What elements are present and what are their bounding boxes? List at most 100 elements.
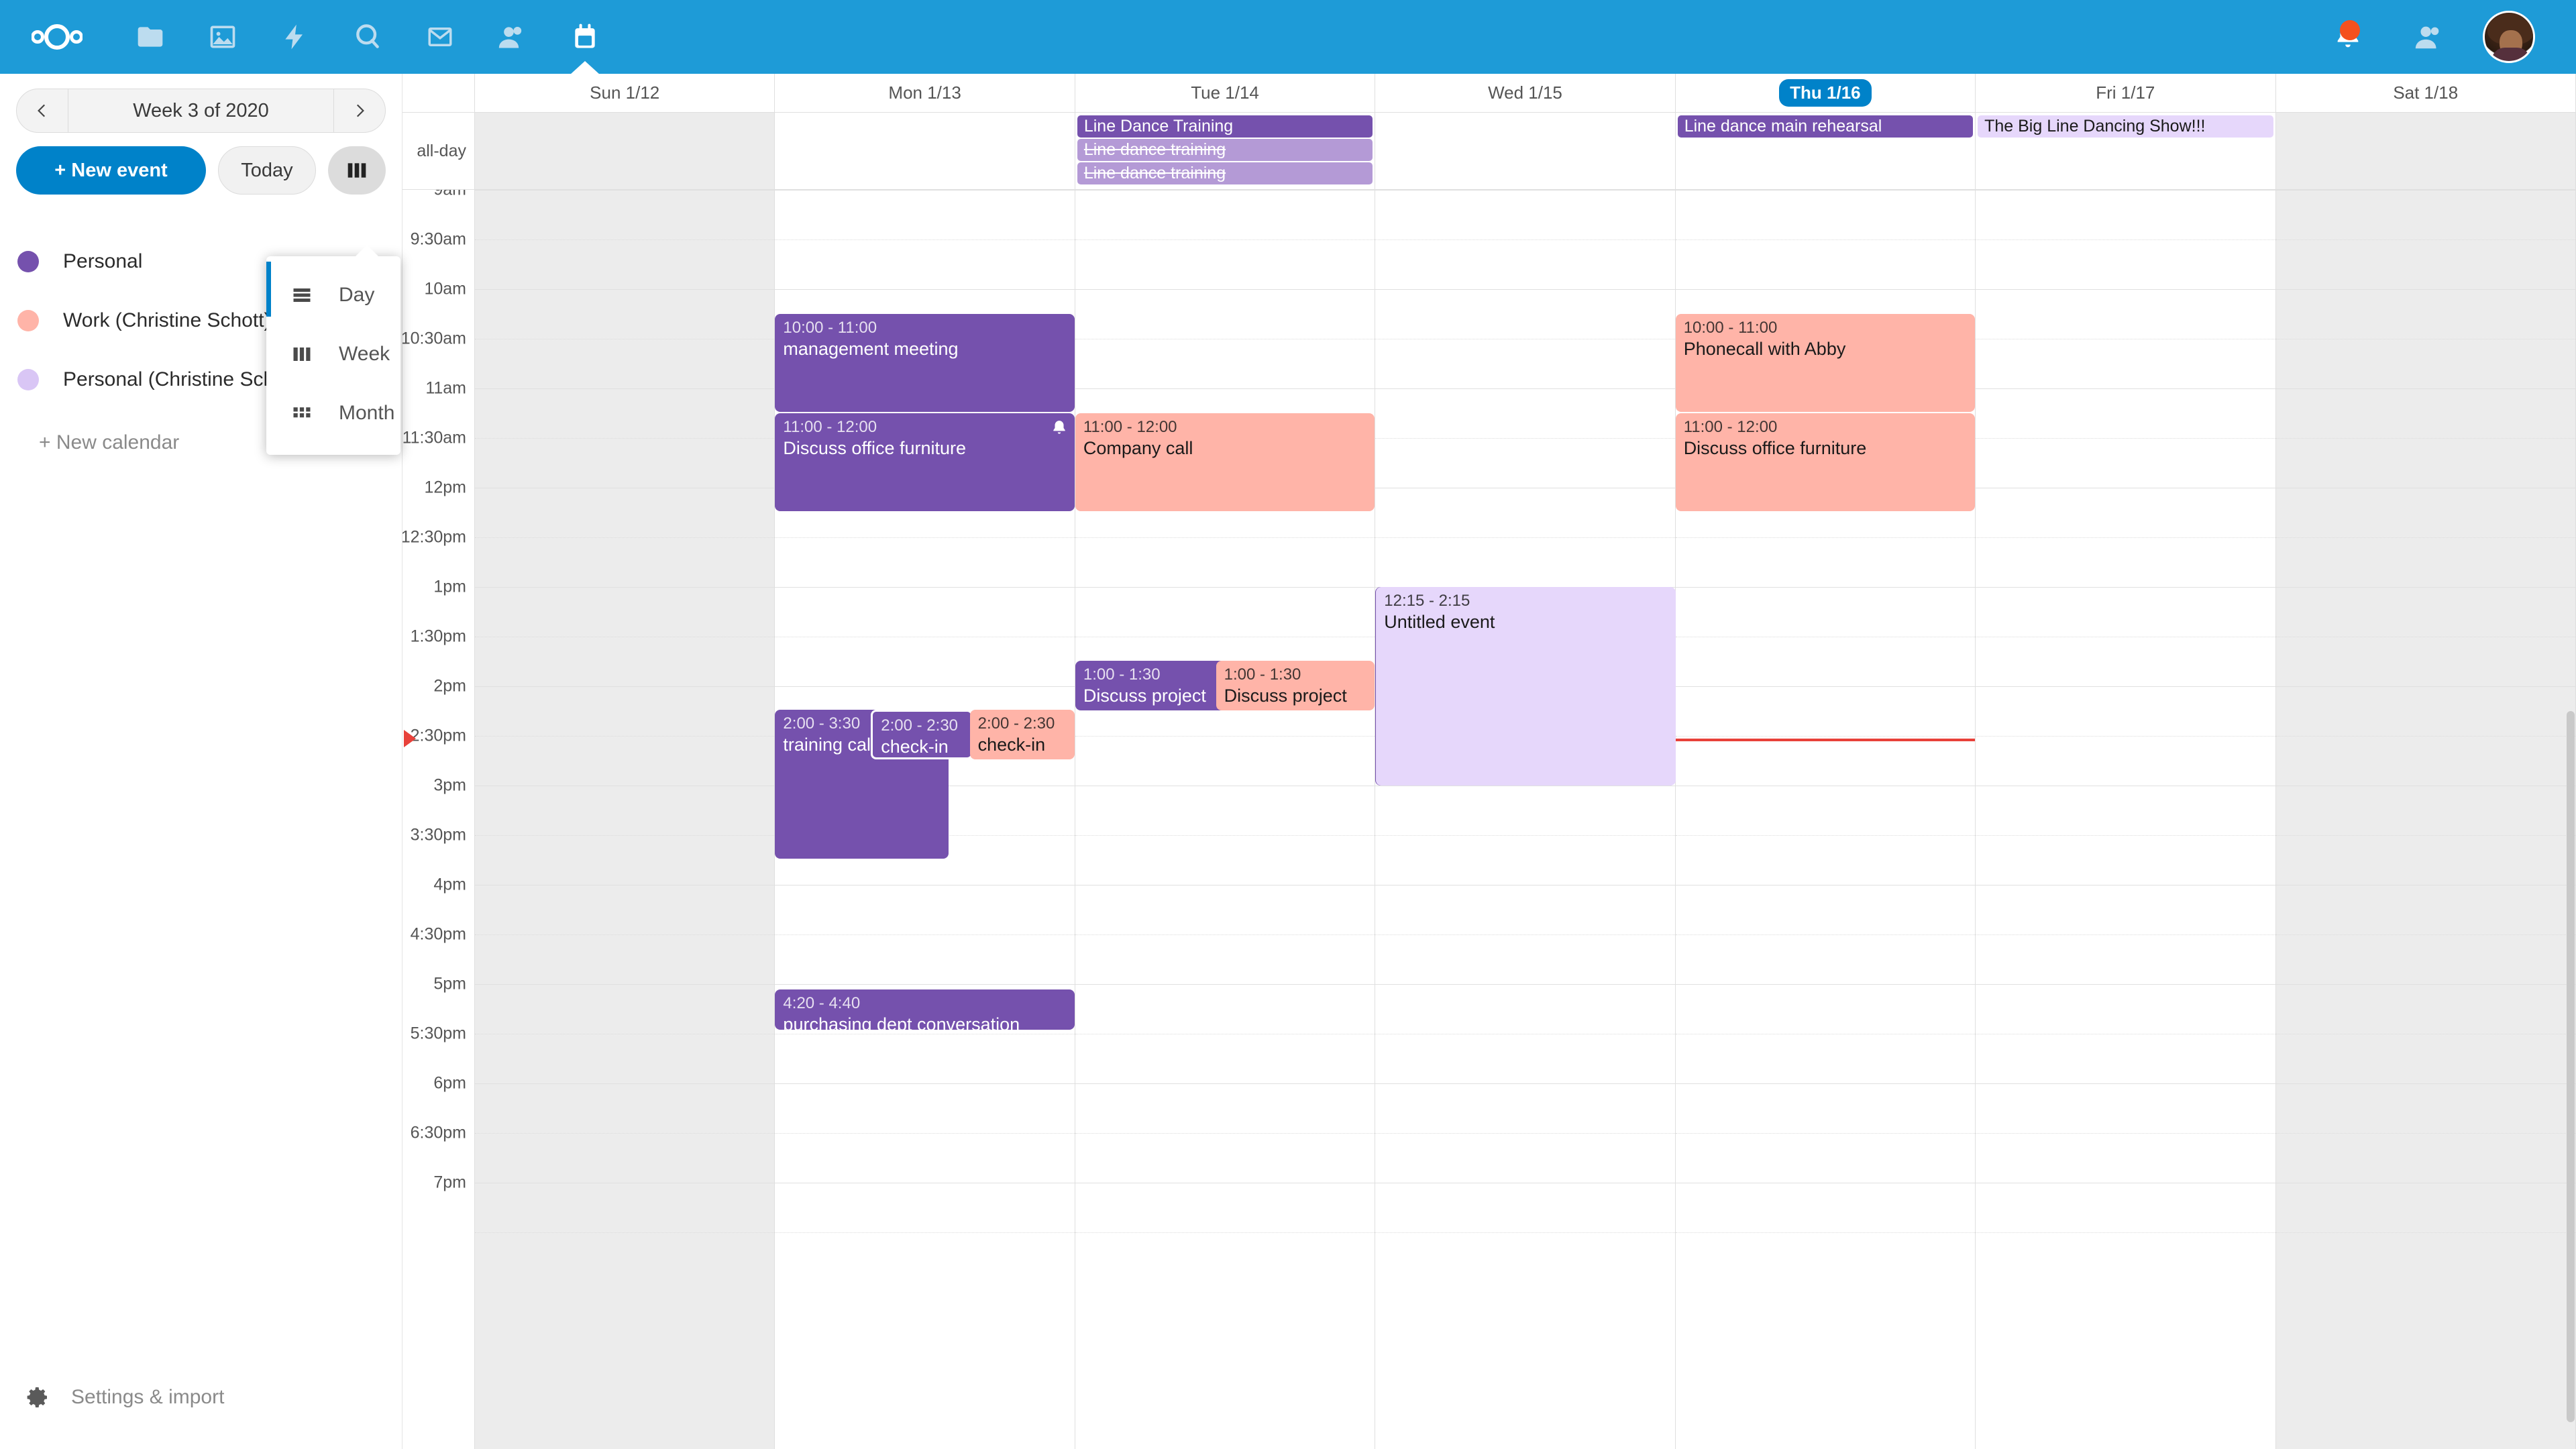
event-time: 1:00 - 1:30 [1083, 665, 1161, 684]
view-switcher-button[interactable] [328, 146, 386, 195]
time-label: 12:30pm [402, 527, 466, 547]
grid-line [475, 686, 775, 687]
grid-line [1375, 388, 1675, 389]
calendar-event[interactable]: 10:00 - 11:00 management meeting [775, 314, 1075, 412]
all-day-column-1[interactable] [775, 113, 1075, 189]
all-day-column-0[interactable] [475, 113, 775, 189]
grid-line [2275, 537, 2575, 538]
day-column-4[interactable]: 12:15 - 2:15 Untitled event 10:00 - 11:00 P… [1376, 190, 1976, 1449]
all-day-column-6[interactable] [2275, 113, 2576, 189]
all-day-event[interactable]: Line Dance Training [1077, 115, 1373, 138]
grid-line [475, 190, 775, 191]
view-menu-item-day[interactable]: Day [266, 266, 400, 325]
calendar-event[interactable]: 11:00 - 12:00 Discuss office furniture [1675, 413, 1976, 511]
grid-line [2275, 1232, 2575, 1233]
day-header-1[interactable]: Mon 1/13 [775, 74, 1075, 112]
calendar-app: Week 3 of 2020 + New event Today Persona… [0, 74, 2576, 1449]
calendar-item-work[interactable]: Work (Christine Schott) [0, 291, 402, 350]
grid-line [475, 537, 775, 538]
calendar-item-personal[interactable]: Personal [0, 232, 402, 291]
all-day-column-5[interactable]: The Big Line Dancing Show!!! [1976, 113, 2276, 189]
event-title: check-in [977, 735, 1046, 755]
grid-line [1075, 587, 1375, 588]
grid-line [1675, 984, 1976, 985]
day-column-2[interactable]: 11:00 - 12:00 Company call 1:00 - 1:30 Disc… [1075, 190, 1376, 1449]
activity-icon[interactable] [259, 0, 331, 74]
grid-line [1675, 686, 1976, 687]
contacts-menu-button[interactable] [2388, 0, 2469, 74]
calendar-event[interactable]: 11:00 - 12:00 Company call [1075, 413, 1375, 511]
contacts-icon[interactable] [476, 0, 549, 74]
grid-line [1976, 1133, 2275, 1134]
day-header-0[interactable]: Sun 1/12 [475, 74, 775, 112]
view-day-icon [290, 285, 313, 305]
time-label: 2:30pm [410, 726, 466, 745]
new-event-button[interactable]: + New event [16, 146, 206, 195]
all-day-event[interactable]: Line dance training [1077, 139, 1373, 161]
grid-line [1075, 289, 1375, 290]
search-icon[interactable] [331, 0, 404, 74]
grid-line [475, 388, 775, 389]
day-column-5[interactable] [1976, 190, 2276, 1449]
all-day-event[interactable]: Line dance training [1077, 162, 1373, 184]
calendar-event[interactable]: 2:00 - 2:30 check-in [871, 710, 973, 759]
grid-line [1675, 1133, 1976, 1134]
calendar-event[interactable]: 4:20 - 4:40 purchasing dept conversation [775, 989, 1075, 1030]
menu-selection-accent [266, 262, 271, 317]
calendar-event[interactable]: 2:00 - 2:30 check-in [969, 710, 1075, 759]
all-day-column-2[interactable]: Line Dance Training Line dance training Li… [1075, 113, 1376, 189]
view-menu-item-month[interactable]: Month [266, 384, 400, 443]
day-column-3[interactable]: 12:15 - 2:15 Untitled event [1375, 190, 1676, 1449]
date-navigation: Week 3 of 2020 [16, 89, 386, 133]
all-day-column-4[interactable]: Line dance main rehearsal [1676, 113, 1976, 189]
view-month-icon [290, 403, 313, 423]
next-week-button[interactable] [334, 89, 385, 132]
calendar-icon[interactable] [549, 0, 621, 74]
photos-icon[interactable] [186, 0, 259, 74]
calendar-event[interactable]: 11:00 - 12:00 Discuss office furniture [775, 413, 1075, 511]
day-header-4[interactable]: Thu 1/16 [1676, 74, 1976, 112]
mail-icon[interactable] [404, 0, 476, 74]
time-label: 4pm [433, 875, 466, 894]
settings-and-import-button[interactable]: Settings & import [0, 1374, 402, 1421]
grid-line [1075, 934, 1375, 935]
all-day-column-3[interactable] [1375, 113, 1676, 189]
day-column-0[interactable] [475, 190, 775, 1449]
calendar-event[interactable]: 1:00 - 1:30 Discuss project ann [1075, 661, 1231, 710]
notifications-button[interactable] [2308, 0, 2388, 74]
today-button[interactable]: Today [218, 146, 316, 195]
current-time-arrow [404, 730, 416, 747]
event-time: 2:00 - 2:30 [977, 714, 1055, 733]
day-column-1[interactable]: 10:00 - 11:00 management meeting 11:00 - 1… [775, 190, 1075, 1449]
event-title: Phonecall with Abby [1683, 339, 1846, 359]
day-header-2[interactable]: Tue 1/14 [1075, 74, 1376, 112]
nextcloud-logo[interactable] [0, 23, 114, 50]
day-column-6[interactable] [2275, 190, 2576, 1449]
vertical-scrollbar[interactable] [2567, 711, 2575, 1422]
previous-week-button[interactable] [17, 89, 68, 132]
date-title: Week 3 of 2020 [68, 89, 334, 132]
grid-line [475, 289, 775, 290]
calendar-event[interactable]: 10:00 - 11:00 Phonecall with Abby [1675, 314, 1976, 412]
day-header-5[interactable]: Fri 1/17 [1976, 74, 2276, 112]
grid-line [1075, 190, 1375, 191]
day-header-3[interactable]: Wed 1/15 [1375, 74, 1676, 112]
settings-label: Settings & import [71, 1386, 225, 1408]
time-label: 12pm [424, 478, 466, 497]
all-day-event[interactable]: Line dance main rehearsal [1677, 115, 1974, 138]
top-bar-right-group [2308, 0, 2576, 74]
user-avatar-button[interactable] [2469, 0, 2549, 74]
event-title: training call [783, 735, 875, 755]
grid-line [475, 984, 775, 985]
files-icon[interactable] [114, 0, 186, 74]
all-day-event[interactable]: The Big Line Dancing Show!!! [1978, 115, 2273, 138]
calendar-event[interactable]: 1:00 - 1:30 Discuss project announcement [1216, 661, 1375, 710]
event-time: 1:00 - 1:30 [1224, 665, 1301, 684]
time-label: 5pm [433, 974, 466, 994]
view-menu-item-week[interactable]: Week [266, 325, 400, 384]
grid-line [1375, 190, 1675, 191]
day-header-6[interactable]: Sat 1/18 [2276, 74, 2576, 112]
time-label: 10:30am [402, 329, 466, 348]
view-menu-label: Day [339, 284, 375, 306]
calendar-event[interactable]: 12:15 - 2:15 Untitled event [1376, 587, 1676, 786]
